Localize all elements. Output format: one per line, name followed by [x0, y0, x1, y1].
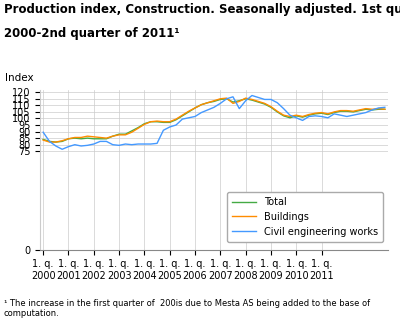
Total	[357, 109, 362, 113]
Buildings	[382, 107, 387, 111]
Total	[110, 134, 115, 138]
Total	[41, 138, 46, 141]
Legend: Total, Buildings, Civil engineering works: Total, Buildings, Civil engineering work…	[227, 192, 383, 242]
Total	[54, 140, 58, 144]
Line: Buildings: Buildings	[43, 98, 385, 142]
Text: Index: Index	[5, 73, 34, 83]
Text: ¹ The increase in the first quarter of  200is due to Mesta AS being added to the: ¹ The increase in the first quarter of 2…	[4, 299, 370, 318]
Civil engineering works	[382, 105, 387, 109]
Civil engineering works	[60, 147, 64, 151]
Buildings	[224, 96, 229, 100]
Total	[224, 97, 229, 101]
Civil engineering works	[376, 106, 381, 110]
Total	[174, 118, 178, 122]
Civil engineering works	[357, 112, 362, 116]
Buildings	[41, 138, 46, 142]
Total	[85, 136, 90, 140]
Text: 2000-2nd quarter of 2011¹: 2000-2nd quarter of 2011¹	[4, 27, 180, 40]
Total	[129, 129, 134, 133]
Civil engineering works	[41, 130, 46, 134]
Civil engineering works	[129, 143, 134, 147]
Buildings	[129, 130, 134, 134]
Civil engineering works	[110, 143, 115, 147]
Buildings	[110, 134, 115, 138]
Buildings	[357, 108, 362, 112]
Buildings	[376, 107, 381, 110]
Buildings	[47, 140, 52, 144]
Civil engineering works	[250, 93, 254, 97]
Buildings	[174, 117, 178, 121]
Line: Total: Total	[43, 99, 385, 142]
Total	[382, 107, 387, 111]
Total	[376, 107, 381, 111]
Text: Production index, Construction. Seasonally adjusted. 1st quarter of: Production index, Construction. Seasonal…	[4, 3, 400, 16]
Line: Civil engineering works: Civil engineering works	[43, 95, 385, 149]
Civil engineering works	[174, 123, 178, 127]
Buildings	[85, 134, 90, 138]
Civil engineering works	[85, 143, 90, 147]
